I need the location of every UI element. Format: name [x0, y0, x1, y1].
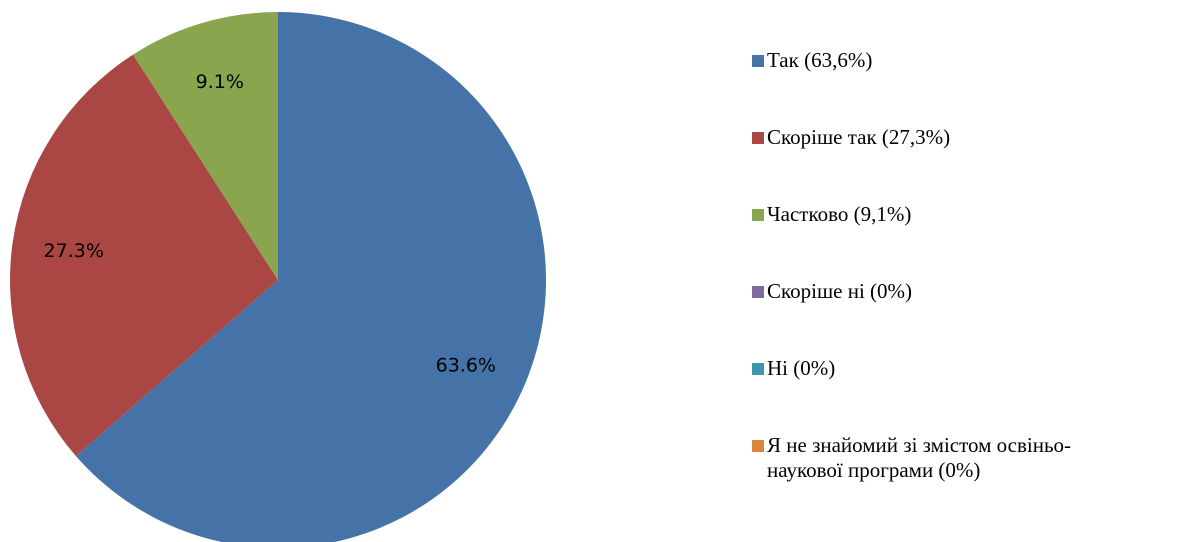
- legend-item-1: Скоріше так (27,3%): [752, 125, 950, 150]
- legend-swatch-1: [752, 132, 764, 144]
- pie-slice-label-0: 63.6%: [436, 355, 496, 377]
- legend-swatch-2: [752, 209, 764, 221]
- pie-slice-label-2: 9.1%: [196, 71, 244, 93]
- legend-swatch-4: [752, 363, 764, 375]
- legend-swatch-3: [752, 286, 764, 298]
- pie-slice-label-1: 27.3%: [44, 240, 104, 262]
- legend-label-5: Я не знайомий зі змістом освіньо- науков…: [767, 433, 1072, 482]
- legend-item-4: Ні (0%): [752, 356, 835, 381]
- legend-label-4: Ні (0%): [767, 356, 836, 380]
- pie-slice-2: [132, 12, 278, 280]
- pie-slice-1: [10, 54, 278, 456]
- legend-label-3: Скоріше ні (0%): [767, 279, 913, 303]
- pie-slice-0: [75, 12, 546, 542]
- legend-item-3: Скоріше ні (0%): [752, 279, 912, 304]
- legend-swatch-5: [752, 440, 764, 452]
- legend-label-2: Частково (9,1%): [767, 202, 912, 226]
- legend-swatch-0: [752, 55, 764, 67]
- pie-chart: 63.6% 27.3% 9.1%: [10, 12, 546, 542]
- legend-item-0: Так (63,6%): [752, 48, 872, 73]
- legend-label-0: Так (63,6%): [767, 48, 873, 72]
- legend-item-2: Частково (9,1%): [752, 202, 911, 227]
- legend-label-1: Скоріше так (27,3%): [767, 125, 951, 149]
- legend-item-5: Я не знайомий зі змістом освіньо- науков…: [752, 433, 1071, 483]
